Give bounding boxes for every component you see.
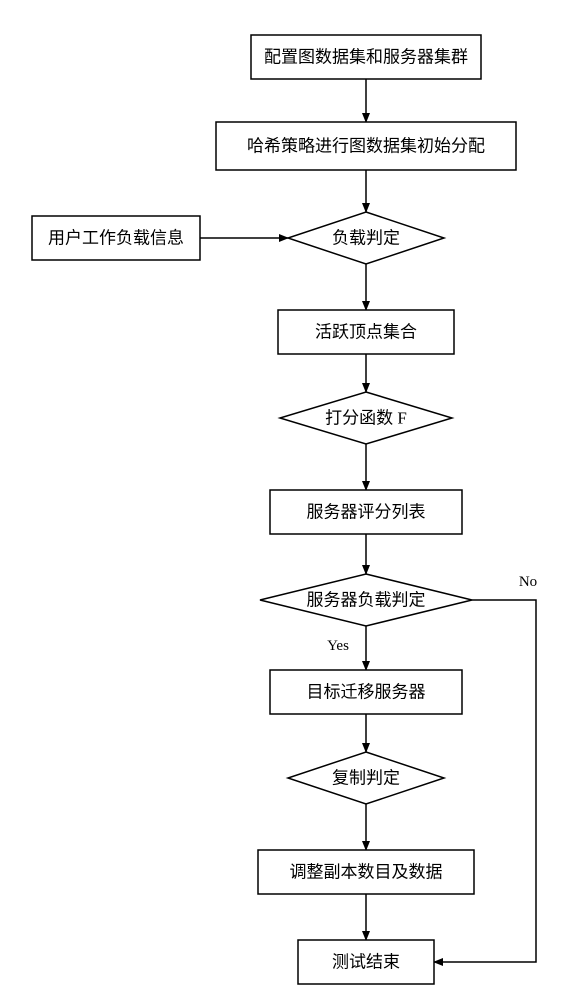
node-d1: 负载判定: [288, 212, 444, 264]
nodes-layer: 配置图数据集和服务器集群哈希策略进行图数据集初始分配用户工作负载信息 负载判定活跃…: [32, 35, 516, 984]
node-label: 复制判定: [332, 769, 400, 788]
node-n4: 活跃顶点集合: [278, 310, 454, 354]
node-label: 服务器评分列表: [307, 503, 426, 522]
node-label: 打分函数 F: [325, 409, 407, 428]
flowchart-canvas: Yes No 配置图数据集和服务器集群哈希策略进行图数据集初始分配用户工作负载信息 负…: [0, 0, 578, 1000]
node-d2: 打分函数 F: [280, 392, 452, 444]
node-n1: 配置图数据集和服务器集群: [251, 35, 481, 79]
node-label: 负载判定: [332, 229, 400, 248]
node-d4: 复制判定: [288, 752, 444, 804]
node-n3: 用户工作负载信息: [32, 216, 200, 260]
node-label: 哈希策略进行图数据集初始分配: [247, 137, 485, 156]
node-label: 服务器负载判定: [307, 591, 426, 610]
node-d3: 服务器负载判定: [260, 574, 472, 626]
node-n8: 测试结束: [298, 940, 434, 984]
node-label: 目标迁移服务器: [307, 683, 426, 702]
node-label: 测试结束: [332, 953, 400, 972]
edge-label: Yes: [327, 638, 349, 654]
node-n2: 哈希策略进行图数据集初始分配: [216, 122, 516, 170]
node-n5: 服务器评分列表: [270, 490, 462, 534]
node-n7: 调整副本数目及数据: [258, 850, 474, 894]
node-n6: 目标迁移服务器: [270, 670, 462, 714]
node-label: 活跃顶点集合: [315, 323, 417, 342]
edge-label: No: [519, 574, 537, 590]
node-label: 调整副本数目及数据: [290, 863, 443, 882]
edge: [434, 600, 536, 962]
node-label: 用户工作负载信息: [48, 229, 184, 248]
node-label: 配置图数据集和服务器集群: [264, 48, 468, 67]
